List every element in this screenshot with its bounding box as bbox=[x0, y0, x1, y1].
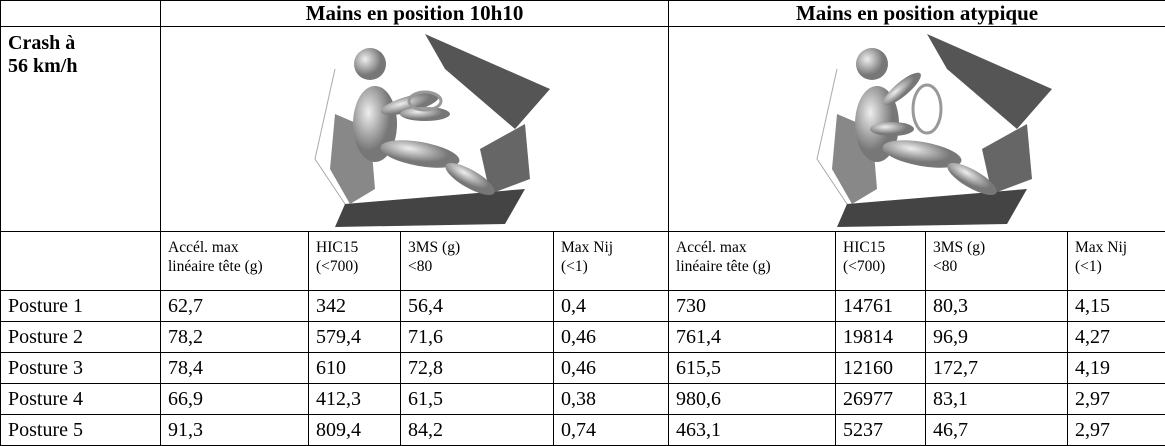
subheader-line: (<1) bbox=[561, 257, 668, 276]
data-cell: 4,19 bbox=[1068, 353, 1165, 384]
group-header: Mains en position 10h10 bbox=[161, 1, 669, 27]
empty-cell bbox=[1, 232, 161, 291]
data-cell: 342 bbox=[309, 291, 401, 322]
empty-cell bbox=[1, 1, 161, 27]
data-cell: 71,6 bbox=[401, 322, 554, 353]
subheader-cell: 3MS (g)<80 bbox=[926, 232, 1068, 291]
data-cell: 0,46 bbox=[554, 353, 669, 384]
row-label: Posture 2 bbox=[1, 322, 161, 353]
subheader-line: HIC15 bbox=[316, 238, 400, 257]
data-cell: 61,5 bbox=[401, 384, 554, 415]
subheader-cell: 3MS (g)<80 bbox=[401, 232, 554, 291]
data-cell: 730 bbox=[669, 291, 836, 322]
data-cell: 0,46 bbox=[554, 322, 669, 353]
data-cell: 610 bbox=[309, 353, 401, 384]
data-cell: 96,9 bbox=[926, 322, 1068, 353]
scenario-line: 56 km/h bbox=[8, 55, 160, 78]
data-cell: 66,9 bbox=[161, 384, 309, 415]
crash-dummy-illustration bbox=[275, 29, 555, 229]
scenario-line: Crash à bbox=[8, 32, 160, 55]
data-cell: 62,7 bbox=[161, 291, 309, 322]
subheader-line: Accél. max bbox=[168, 238, 308, 257]
data-cell: 78,2 bbox=[161, 322, 309, 353]
image-cell bbox=[161, 27, 669, 232]
subheader-cell: HIC15(<700) bbox=[309, 232, 401, 291]
crash-dummy-illustration bbox=[777, 29, 1057, 229]
data-cell: 14761 bbox=[836, 291, 926, 322]
data-cell: 78,4 bbox=[161, 353, 309, 384]
subheader-line: 3MS (g) bbox=[933, 238, 1067, 257]
row-label: Posture 4 bbox=[1, 384, 161, 415]
subheader-line: HIC15 bbox=[843, 238, 925, 257]
data-cell: 83,1 bbox=[926, 384, 1068, 415]
subheader-line: linéaire tête (g) bbox=[676, 257, 835, 276]
subheader-line: <80 bbox=[408, 257, 553, 276]
data-cell: 761,4 bbox=[669, 322, 836, 353]
data-cell: 412,3 bbox=[309, 384, 401, 415]
subheader-cell: Max Nij(<1) bbox=[554, 232, 669, 291]
subheader-line: (<700) bbox=[843, 257, 925, 276]
subheader-line: (<700) bbox=[316, 257, 400, 276]
subheader-line: (<1) bbox=[1075, 257, 1165, 276]
data-cell: 4,27 bbox=[1068, 322, 1165, 353]
subheader-cell: HIC15(<700) bbox=[836, 232, 926, 291]
data-cell: 0,38 bbox=[554, 384, 669, 415]
data-cell: 615,5 bbox=[669, 353, 836, 384]
image-cell bbox=[669, 27, 1165, 232]
group-header: Mains en position atypique bbox=[669, 1, 1165, 27]
data-cell: 72,8 bbox=[401, 353, 554, 384]
data-cell: 0,4 bbox=[554, 291, 669, 322]
data-cell: 80,3 bbox=[926, 291, 1068, 322]
row-label: Posture 1 bbox=[1, 291, 161, 322]
subheader-line: linéaire tête (g) bbox=[168, 257, 308, 276]
subheader-line: Max Nij bbox=[561, 238, 668, 257]
group-header-row: Mains en position 10h10 Mains en positio… bbox=[1, 1, 1165, 27]
subheader-line: <80 bbox=[933, 257, 1067, 276]
data-cell: 2,97 bbox=[1068, 384, 1165, 415]
data-cell: 56,4 bbox=[401, 291, 554, 322]
data-cell: 4,15 bbox=[1068, 291, 1165, 322]
data-cell: 579,4 bbox=[309, 322, 401, 353]
data-cell: 19814 bbox=[836, 322, 926, 353]
row-label: Posture 3 bbox=[1, 353, 161, 384]
subheader-line: Max Nij bbox=[1075, 238, 1165, 257]
data-cell: 980,6 bbox=[669, 384, 836, 415]
subheader-cell: Max Nij(<1) bbox=[1068, 232, 1165, 291]
data-cell: 12160 bbox=[836, 353, 926, 384]
subheader-line: Accél. max bbox=[676, 238, 835, 257]
subheader-line: 3MS (g) bbox=[408, 238, 553, 257]
data-cell: 26977 bbox=[836, 384, 926, 415]
data-cell: 172,7 bbox=[926, 353, 1068, 384]
